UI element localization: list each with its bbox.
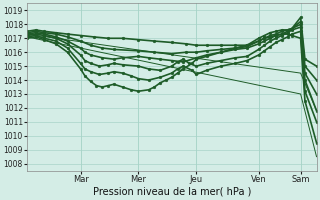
X-axis label: Pression niveau de la mer( hPa ): Pression niveau de la mer( hPa ): [92, 187, 251, 197]
